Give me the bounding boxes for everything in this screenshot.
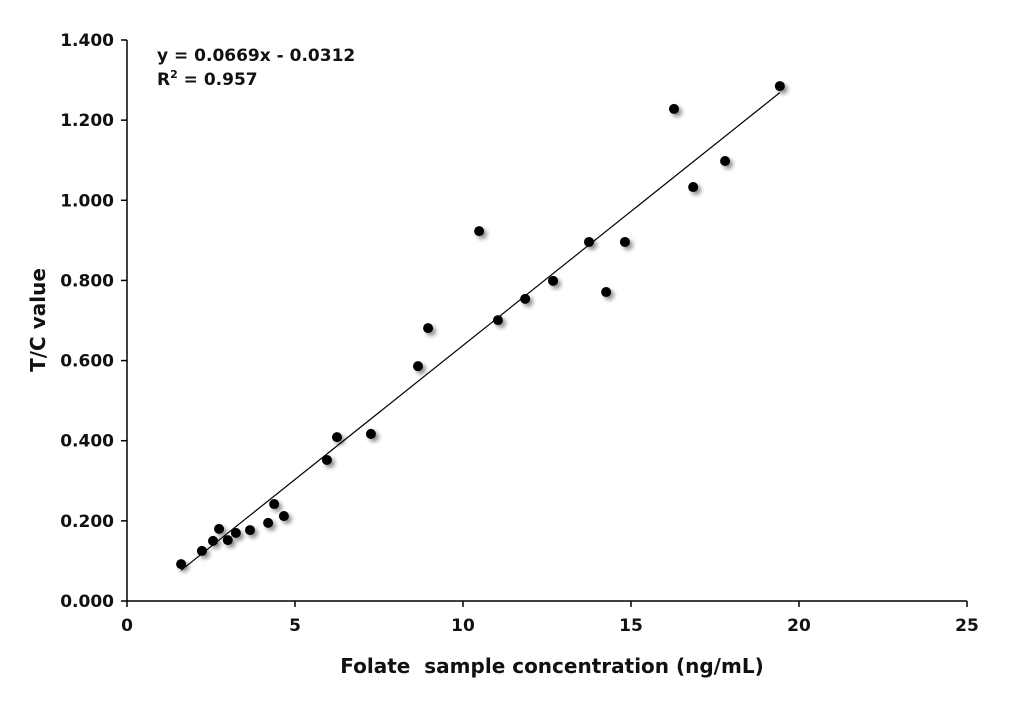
y-tick-label: 0.600 <box>60 352 114 372</box>
x-tick-label: 15 <box>619 616 643 636</box>
y-tick-label: 0.200 <box>60 512 114 532</box>
x-tick-label: 25 <box>955 616 979 636</box>
trendline-equation: y = 0.0669x - 0.0312 <box>157 46 355 66</box>
x-tick-label: 10 <box>451 616 475 636</box>
data-point <box>423 323 434 334</box>
data-point <box>263 517 274 528</box>
data-point <box>774 81 785 92</box>
data-point <box>474 226 485 237</box>
data-point <box>332 432 342 443</box>
r-squared-label: R2 = 0.957 <box>157 68 258 90</box>
data-point <box>176 559 187 570</box>
x-tick-label: 20 <box>787 616 811 636</box>
trendline <box>180 92 781 571</box>
data-point <box>196 545 207 556</box>
data-point <box>222 535 233 546</box>
data-point <box>601 287 612 298</box>
data-point <box>278 511 289 522</box>
x-tick-label: 0 <box>121 616 133 636</box>
y-axis-label: T/C value <box>26 268 50 372</box>
y-tick-label: 1.200 <box>60 111 114 131</box>
x-tick-label: 5 <box>289 616 301 636</box>
data-point <box>269 499 280 510</box>
data-point <box>584 236 594 247</box>
data-point <box>492 315 503 326</box>
x-axis-label: Folate sample concentration (ng/mL) <box>340 654 763 678</box>
data-point <box>548 275 559 286</box>
data-point <box>720 156 731 167</box>
y-tick-label: 0.400 <box>60 432 114 452</box>
data-point <box>208 535 219 546</box>
data-point <box>619 236 630 247</box>
data-point <box>230 527 241 538</box>
y-tick-label: 0.000 <box>60 592 114 612</box>
data-point <box>688 182 699 193</box>
data-point <box>669 103 680 114</box>
data-point <box>365 428 376 439</box>
data-point <box>244 525 255 536</box>
y-tick-label: 0.800 <box>60 271 114 291</box>
data-point <box>321 454 332 465</box>
y-tick-label: 1.400 <box>60 31 114 51</box>
data-point <box>214 523 225 534</box>
data-point <box>412 361 423 372</box>
data-point <box>520 293 531 304</box>
y-tick-label: 1.000 <box>60 191 114 211</box>
